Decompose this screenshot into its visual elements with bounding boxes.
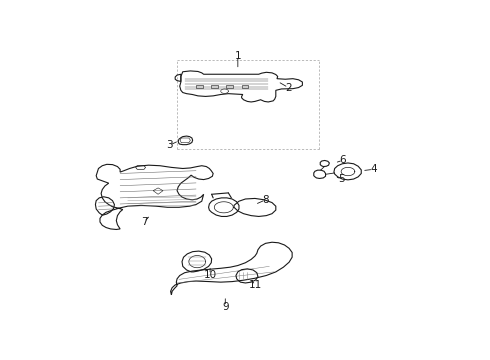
Text: 10: 10	[203, 270, 217, 280]
Text: 6: 6	[340, 155, 346, 165]
Polygon shape	[226, 85, 233, 87]
Polygon shape	[211, 85, 218, 87]
Text: 8: 8	[262, 195, 269, 205]
Text: 5: 5	[338, 174, 345, 184]
Polygon shape	[242, 85, 248, 87]
Polygon shape	[196, 85, 203, 87]
Text: 1: 1	[235, 51, 241, 61]
Text: 11: 11	[249, 280, 262, 290]
Text: 7: 7	[141, 217, 147, 227]
Text: 9: 9	[222, 302, 229, 311]
Text: 4: 4	[370, 164, 377, 174]
Text: 3: 3	[166, 140, 173, 150]
Text: 2: 2	[285, 82, 292, 93]
